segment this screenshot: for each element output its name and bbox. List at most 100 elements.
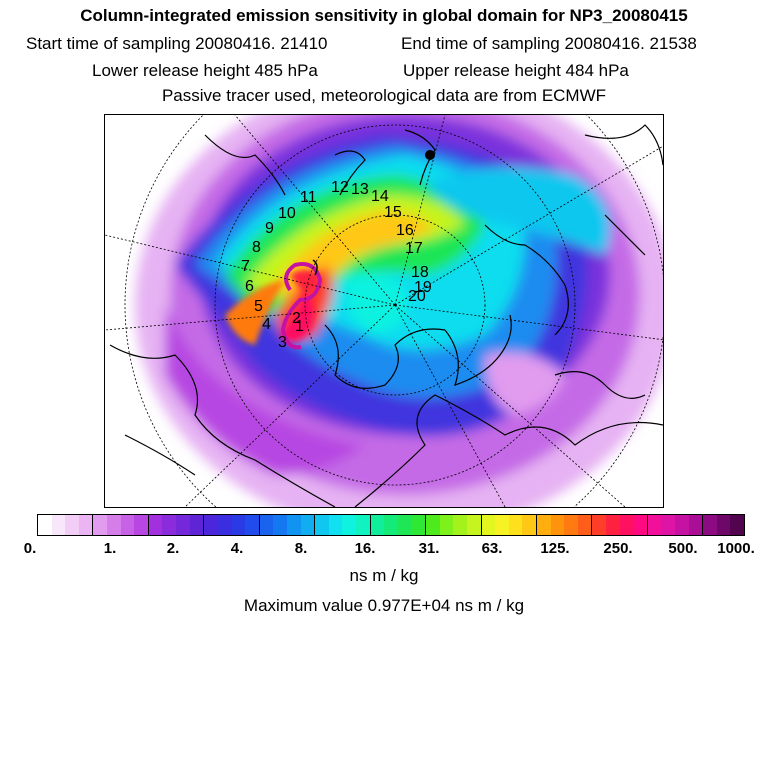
polar-sensitivity-map: 1 2 3 4 5 6 7 8 9 10 11 12 13 14 15 16 1… — [104, 114, 664, 508]
traj-label-15: 15 — [384, 204, 402, 221]
colorbar-cell — [605, 515, 620, 535]
lower-release-label: Lower release height 485 hPa — [92, 61, 318, 80]
colorbar-cell — [231, 515, 246, 535]
tracer-note: Passive tracer used, meteorological data… — [161, 86, 607, 105]
colorbar-cell — [384, 515, 398, 535]
colorbar-cell — [134, 515, 149, 535]
colorbar — [37, 514, 745, 536]
traj-label-16: 16 — [396, 222, 414, 239]
colorbar-cell — [93, 515, 108, 535]
colorbar-cell — [675, 515, 689, 535]
colorbar-cell — [300, 515, 316, 535]
colorbar-cell — [328, 515, 343, 535]
colorbar-cell — [162, 515, 177, 535]
colorbar-cell — [647, 515, 662, 535]
colorbar-cell — [619, 515, 634, 535]
colorbar-cell — [466, 515, 482, 535]
colorbar-unit: ns m / kg — [349, 566, 419, 585]
traj-label-10: 10 — [278, 205, 296, 222]
trajectory-labels: 1 2 3 4 5 6 7 8 9 10 11 12 13 14 15 16 1… — [241, 179, 432, 351]
traj-label-8: 8 — [252, 239, 261, 256]
colorbar-cell — [633, 515, 648, 535]
colorbar-tick: 1000. — [717, 540, 755, 557]
traj-label-4: 4 — [262, 316, 271, 333]
start-time-label: Start time of sampling 20080416. 21410 — [26, 34, 328, 53]
traj-label-7: 7 — [241, 258, 250, 275]
sensitivity-field — [135, 115, 663, 507]
traj-label-17: 17 — [405, 240, 423, 257]
colorbar-cell — [661, 515, 676, 535]
colorbar-cell — [286, 515, 301, 535]
colorbar-tick: 125. — [540, 540, 570, 557]
map-canvas: 1 2 3 4 5 6 7 8 9 10 11 12 13 14 15 16 1… — [105, 115, 663, 507]
traj-label-18: 18 — [411, 264, 429, 281]
colorbar-cell — [217, 515, 232, 535]
traj-label-6: 6 — [245, 278, 254, 295]
colorbar-cell — [51, 515, 66, 535]
traj-label-19: 19 — [414, 279, 432, 296]
traj-label-1: 1 — [295, 318, 304, 335]
end-time-label: End time of sampling 20080416. 21538 — [401, 34, 697, 53]
colorbar-cell — [426, 515, 440, 535]
colorbar-cell — [508, 515, 523, 535]
colorbar-tick: 2. — [166, 540, 180, 557]
colorbar-cell — [38, 515, 52, 535]
colorbar-cell — [592, 515, 606, 535]
trajectory-path — [280, 262, 323, 350]
colorbar-cell — [148, 515, 163, 535]
colorbar-cell — [536, 515, 551, 535]
colorbar-tick: 16. — [354, 540, 376, 557]
colorbar-cell — [439, 515, 454, 535]
colorbar-cell — [481, 515, 496, 535]
traj-label-2: 2 — [292, 310, 301, 327]
colorbar-cell — [703, 515, 717, 535]
island-marker — [425, 150, 435, 160]
colorbar-cell — [356, 515, 371, 535]
colorbar-cell — [259, 515, 274, 535]
colorbar-cell — [564, 515, 578, 535]
traj-label-14: 14 — [371, 188, 389, 205]
colorbar-cell — [688, 515, 704, 535]
colorbar-tick: 1. — [103, 540, 117, 557]
upper-release-label: Upper release height 484 hPa — [403, 61, 629, 80]
traj-label-20: 20 — [408, 288, 426, 305]
colorbar-cell — [716, 515, 731, 535]
colorbar-cell — [370, 515, 385, 535]
colorbar-cell — [411, 515, 427, 535]
colorbar-tick: 4. — [230, 540, 244, 557]
colorbar-tick: 0. — [23, 540, 37, 557]
colorbar-cell — [176, 515, 190, 535]
colorbar-cell — [730, 515, 745, 535]
colorbar-ticks: 0. 1. 2. 4. 8. 16. 31. 63. 125. 250. 500… — [0, 540, 768, 560]
colorbar-cell — [273, 515, 287, 535]
colorbar-tick: 500. — [668, 540, 698, 557]
colorbar-cell — [245, 515, 260, 535]
traj-label-12: 12 — [331, 179, 349, 196]
colorbar-cell — [65, 515, 79, 535]
colorbar-cell — [397, 515, 412, 535]
colorbar-cell — [315, 515, 329, 535]
colorbar-tick: 8. — [294, 540, 308, 557]
colorbar-cell — [107, 515, 121, 535]
colorbar-tick: 31. — [418, 540, 440, 557]
traj-label-9: 9 — [265, 220, 274, 237]
traj-label-13: 13 — [351, 181, 369, 198]
colorbar-cell — [522, 515, 537, 535]
colorbar-cell — [453, 515, 467, 535]
colorbar-cell — [189, 515, 205, 535]
colorbar-cell — [495, 515, 509, 535]
plot-title: Column-integrated emission sensitivity i… — [80, 6, 688, 25]
colorbar-tick: 63. — [481, 540, 503, 557]
colorbar-cell — [204, 515, 218, 535]
colorbar-tick: 250. — [603, 540, 633, 557]
release-core — [225, 270, 320, 345]
maximum-value: Maximum value 0.977E+04 ns m / kg — [243, 596, 525, 615]
colorbar-cell — [120, 515, 135, 535]
colorbar-cell — [342, 515, 357, 535]
colorbar-cell — [577, 515, 593, 535]
colorbar-cell — [78, 515, 94, 535]
traj-label-3: 3 — [278, 334, 287, 351]
graticule — [105, 115, 663, 507]
traj-label-5: 5 — [254, 298, 263, 315]
colorbar-cell — [550, 515, 565, 535]
